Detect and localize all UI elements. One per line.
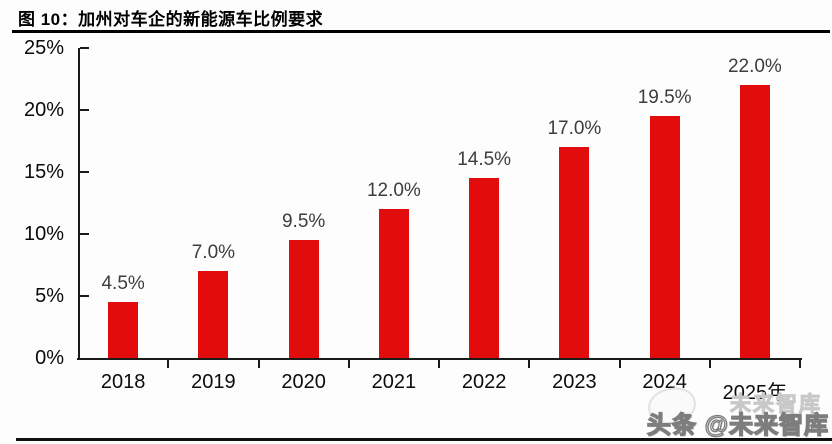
bar-2021	[378, 209, 409, 358]
watermark-text: 头条 @未来智库	[646, 411, 829, 439]
x-category-label: 2025年	[722, 382, 788, 404]
bar-value-label: 17.0%	[547, 118, 602, 140]
x-axis-tick	[528, 360, 531, 368]
watermark-ghost-text: 未来智库	[730, 393, 822, 417]
y-axis-line	[78, 48, 80, 358]
figure-title: 图 10：加州对车企的新能源车比例要求	[18, 10, 324, 29]
bar-value-label: 22.0%	[727, 56, 782, 78]
x-axis-tick	[438, 360, 440, 368]
title-divider-line	[12, 30, 830, 33]
bar-value-label: 14.5%	[457, 149, 512, 171]
x-category-label: 2021	[371, 371, 417, 393]
y-tick-label: 25%	[23, 37, 64, 59]
bar-2025年	[739, 85, 770, 358]
y-axis-tick	[80, 295, 89, 297]
bar-value-label: 7.0%	[191, 242, 236, 264]
x-category-label: 2018	[100, 371, 146, 393]
y-tick-label: 5%	[35, 285, 64, 307]
y-axis-tick	[80, 47, 89, 49]
x-axis-line	[77, 358, 802, 360]
x-axis-tick	[257, 360, 260, 368]
x-category-label: 2019	[191, 371, 236, 393]
bar-2020	[288, 240, 319, 358]
bar-2022	[469, 178, 500, 358]
y-tick-label: 20%	[23, 99, 64, 121]
bottom-divider-line	[16, 438, 832, 441]
y-tick-label: 15%	[23, 161, 64, 183]
y-tick-label: 0%	[35, 347, 64, 369]
bar-2023	[559, 147, 590, 358]
y-axis-tick	[80, 171, 89, 173]
bar-value-label: 4.5%	[101, 273, 145, 295]
x-axis-tick	[799, 360, 801, 368]
x-axis-tick	[708, 360, 711, 368]
y-axis-tick	[80, 233, 89, 235]
bar-2024	[649, 116, 680, 358]
bar-2019	[198, 271, 229, 358]
bar-2018	[108, 302, 139, 358]
x-axis-tick	[618, 360, 621, 368]
y-axis-tick	[80, 109, 89, 111]
x-axis-tick	[167, 360, 170, 368]
x-category-label: 2023	[552, 371, 597, 393]
x-axis-tick	[347, 360, 350, 368]
x-category-label: 2020	[281, 371, 326, 393]
y-tick-label: 10%	[23, 223, 64, 245]
bar-value-label: 12.0%	[366, 180, 421, 202]
bar-value-label: 9.5%	[281, 211, 326, 233]
x-category-label: 2022	[461, 371, 507, 393]
bar-value-label: 19.5%	[637, 87, 692, 109]
